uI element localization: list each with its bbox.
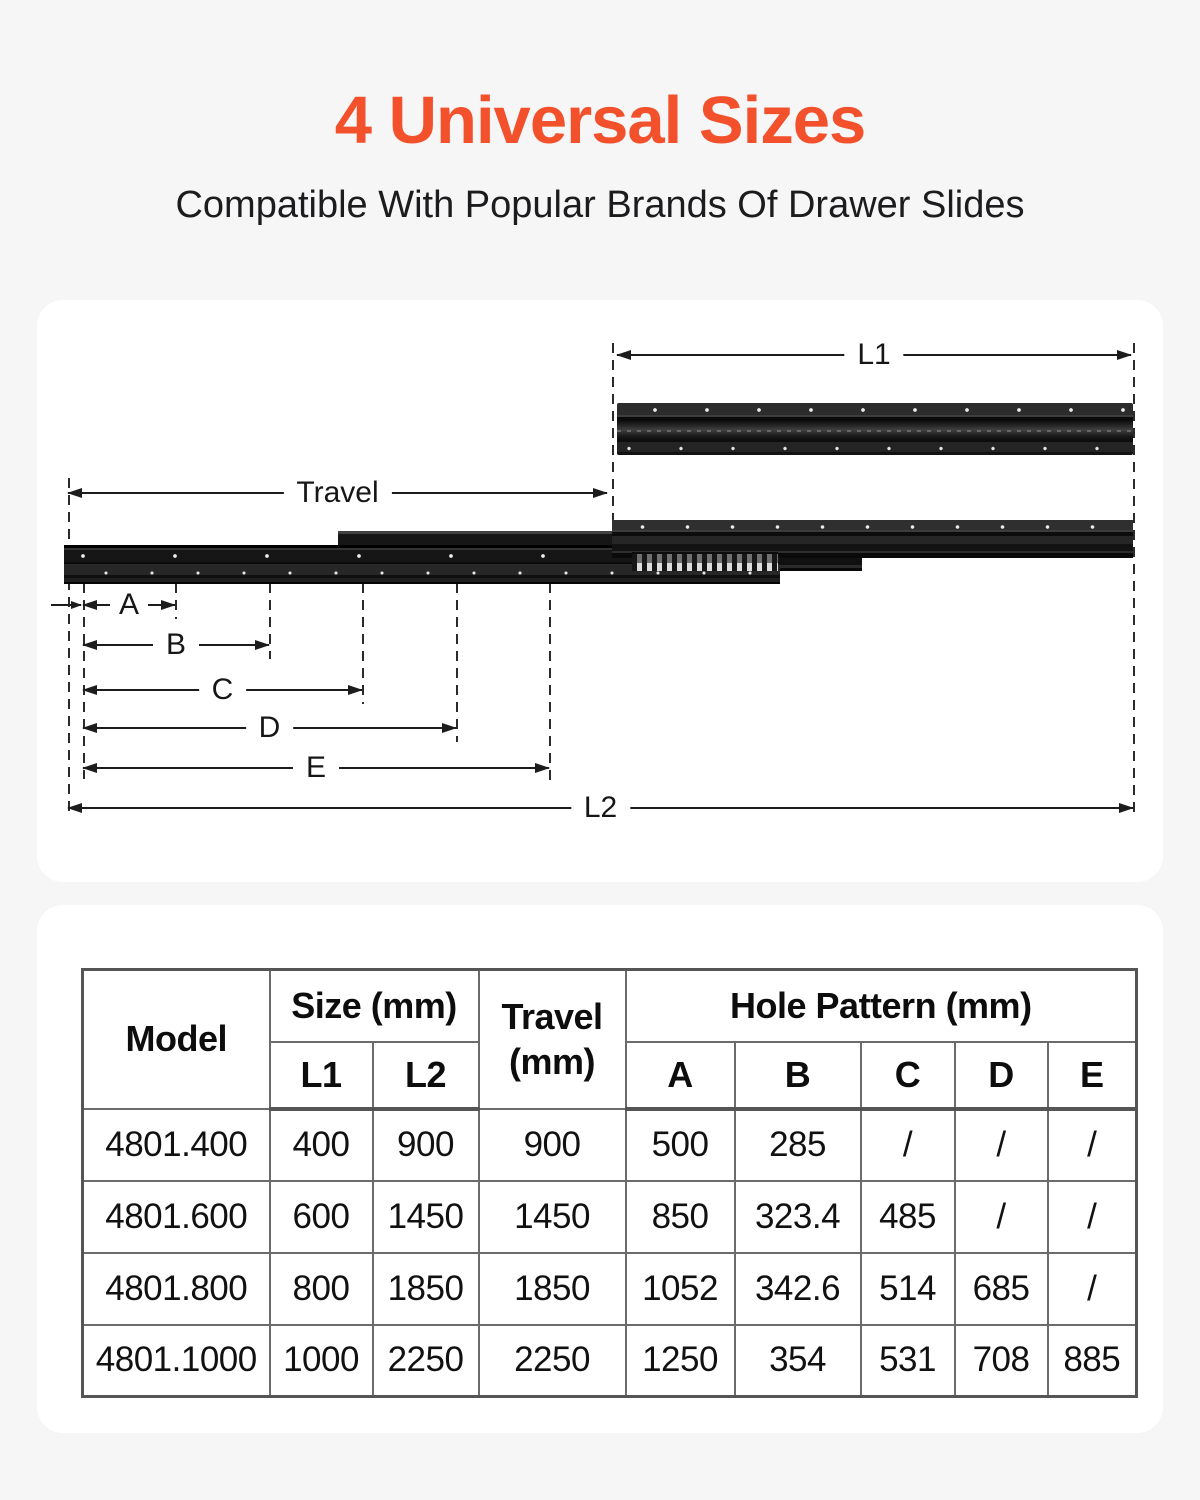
col-header-size: Size (mm) — [268, 968, 480, 1043]
cell-model: 4801.600 — [81, 1179, 271, 1254]
cell-model: 4801.800 — [81, 1251, 271, 1326]
cell-l1: 600 — [268, 1179, 374, 1254]
dimension-label-c: C — [198, 673, 247, 707]
upper-slide-rail — [617, 403, 1133, 455]
cell-d: / — [953, 1179, 1049, 1254]
table-header-row-2: L1 L2 A B C D E — [83, 1040, 1138, 1111]
cell-c: 514 — [859, 1251, 956, 1326]
cell-c: / — [859, 1107, 956, 1182]
subheader-d: D — [953, 1040, 1049, 1111]
cell-e: / — [1046, 1251, 1138, 1326]
ball-bearing-cage — [632, 552, 778, 571]
dimension-label-e: E — [292, 751, 340, 785]
extension-line-travel-right — [612, 343, 614, 525]
cell-l2: 1850 — [371, 1251, 480, 1326]
extension-line-e — [549, 583, 551, 781]
diagram-card: L1 Travel A B C D E L2 — [37, 300, 1163, 882]
extension-line-a — [175, 583, 177, 619]
cell-a: 1052 — [624, 1251, 736, 1326]
cell-e: / — [1046, 1107, 1138, 1182]
dimension-a-leader — [51, 604, 81, 606]
cell-l2: 1450 — [371, 1179, 480, 1254]
cell-l1: 800 — [268, 1251, 374, 1326]
cell-a: 1250 — [624, 1323, 736, 1398]
subheader-a: A — [624, 1040, 736, 1111]
cell-c: 531 — [859, 1323, 956, 1398]
subheader-l2: L2 — [371, 1040, 480, 1111]
extension-line-c — [362, 583, 364, 704]
col-header-model: Model — [81, 968, 271, 1110]
subheader-e: E — [1046, 1040, 1138, 1111]
cell-l2: 900 — [371, 1107, 480, 1182]
cell-d: 708 — [953, 1323, 1049, 1398]
travel-header-line1: Travel — [501, 996, 603, 1038]
cell-b: 285 — [733, 1107, 862, 1182]
subheader-l1: L1 — [268, 1040, 374, 1111]
cell-a: 500 — [624, 1107, 736, 1182]
cell-e: / — [1046, 1179, 1138, 1254]
cell-model: 4801.1000 — [81, 1323, 271, 1398]
extension-line-l2-left — [68, 478, 70, 815]
dimension-c: C — [83, 673, 362, 707]
cell-travel: 1450 — [477, 1179, 627, 1254]
cell-l1: 400 — [268, 1107, 374, 1182]
cell-b: 342.6 — [733, 1251, 862, 1326]
table-row: 4801.600 600 1450 1450 850 323.4 485 / / — [81, 1179, 1138, 1254]
dimension-e: E — [83, 751, 549, 785]
cell-c: 485 — [859, 1179, 956, 1254]
cell-l2: 2250 — [371, 1323, 480, 1398]
cell-travel: 1850 — [477, 1251, 627, 1326]
dimension-b: B — [83, 628, 269, 662]
table-row: 4801.400 400 900 900 500 285 / / / — [81, 1107, 1138, 1182]
subheader-b: B — [733, 1040, 862, 1111]
extension-line-d — [456, 583, 458, 742]
col-header-travel: Travel (mm) — [477, 968, 627, 1110]
extension-line-b — [269, 583, 271, 659]
dimension-label-a: A — [109, 588, 149, 622]
dimension-d: D — [83, 711, 456, 745]
dimension-label-d: D — [245, 711, 294, 745]
outer-slide-rail — [612, 520, 1133, 558]
table-header-row-1: Model Size (mm) Travel (mm) Hole Pattern… — [81, 968, 1138, 1110]
cell-b: 354 — [733, 1323, 862, 1398]
cell-model: 4801.400 — [81, 1107, 271, 1182]
dimension-a: A — [83, 588, 175, 622]
extension-line-l2-right — [1133, 343, 1135, 815]
cell-travel: 900 — [477, 1107, 627, 1182]
dimension-label-travel: Travel — [283, 476, 392, 510]
cell-travel: 2250 — [477, 1323, 627, 1398]
cell-e: 885 — [1046, 1323, 1138, 1398]
subheader-c: C — [859, 1040, 956, 1111]
spec-table: Model Size (mm) Travel (mm) Hole Pattern… — [81, 968, 1139, 1398]
dimension-label-b: B — [152, 628, 200, 662]
dimension-l2: L2 — [68, 791, 1133, 825]
travel-header-line2: (mm) — [509, 1041, 596, 1083]
table-row: 4801.1000 1000 2250 2250 1250 354 531 70… — [81, 1323, 1138, 1398]
col-header-hole-pattern: Hole Pattern (mm) — [624, 968, 1138, 1043]
page-title: 4 Universal Sizes — [334, 83, 866, 158]
dimension-travel: Travel — [68, 476, 607, 510]
spec-table-card: Model Size (mm) Travel (mm) Hole Pattern… — [37, 905, 1163, 1433]
dimension-label-l2: L2 — [570, 791, 631, 825]
dimension-label-l1: L1 — [844, 338, 904, 372]
extension-line-hole-start — [83, 583, 85, 779]
cell-d: / — [953, 1107, 1049, 1182]
dimension-l1: L1 — [617, 338, 1131, 372]
cell-a: 850 — [624, 1179, 736, 1254]
cell-d: 685 — [953, 1251, 1049, 1326]
cell-l1: 1000 — [268, 1323, 374, 1398]
table-row: 4801.800 800 1850 1850 1052 342.6 514 68… — [81, 1251, 1138, 1326]
cell-b: 323.4 — [733, 1179, 862, 1254]
page-subtitle: Compatible With Popular Brands Of Drawer… — [175, 184, 1025, 226]
